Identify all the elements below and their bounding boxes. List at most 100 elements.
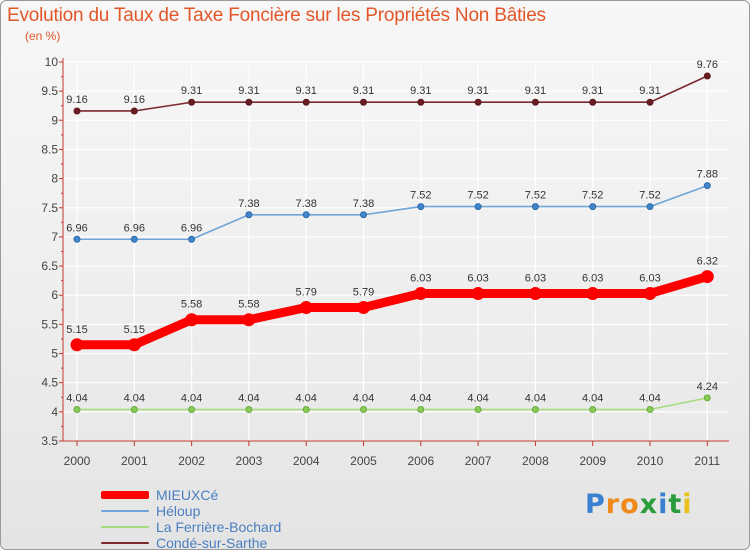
- y-tick-label: 6.5: [41, 259, 58, 273]
- x-tick-label: 2000: [64, 454, 91, 468]
- axis-layer: 3.5 4 4.5 5 5.5 6 6.5 7 7.5 8 8.5 9 9.5 10 2000 2001 200…: [41, 55, 729, 468]
- y-tick-label: 10: [45, 55, 59, 69]
- data-point: [589, 406, 597, 414]
- data-point: [302, 98, 310, 106]
- data-point: [414, 286, 428, 300]
- series-line-2: [76, 397, 709, 411]
- data-label: 5.15: [124, 324, 145, 336]
- y-tick-label: 8.5: [41, 142, 58, 156]
- unit-label: (en %): [25, 29, 61, 43]
- data-label: 7.38: [295, 198, 316, 210]
- chart-title: Evolution du Taux de Taxe Foncière sur l…: [7, 5, 546, 26]
- legend-swatch: [101, 526, 149, 528]
- data-label: 4.04: [124, 393, 145, 405]
- data-point: [245, 98, 253, 106]
- legend-label: Condé-sur-Sarthe: [156, 535, 268, 550]
- logo-letter: x: [639, 489, 659, 520]
- data-label: 9.31: [295, 85, 316, 97]
- data-point: [357, 300, 370, 314]
- data-point: [299, 300, 313, 314]
- x-tick-label: 2001: [121, 454, 148, 468]
- series-layer: [70, 72, 714, 414]
- data-label: 4.04: [181, 393, 202, 405]
- data-point: [188, 235, 196, 243]
- data-label: 4.04: [639, 393, 660, 405]
- data-point: [360, 98, 367, 106]
- data-label: 9.16: [66, 94, 87, 106]
- data-label: 5.79: [353, 286, 374, 298]
- data-label: 5.58: [238, 299, 259, 311]
- y-tick-label: 6: [51, 288, 58, 302]
- data-point: [646, 98, 654, 106]
- data-point: [188, 406, 196, 414]
- data-point: [703, 182, 711, 190]
- data-label: 5.15: [66, 324, 87, 336]
- data-label: 6.96: [66, 222, 87, 234]
- data-point: [185, 313, 199, 327]
- logo-letter: P: [585, 489, 606, 520]
- y-tick-label: 5: [51, 347, 58, 361]
- data-label: 7.52: [582, 190, 603, 202]
- legend-swatch: [101, 542, 149, 544]
- data-label: 4.04: [410, 393, 431, 405]
- series-line-1: [76, 184, 709, 241]
- y-tick-label: 4.5: [41, 376, 58, 390]
- x-tick-label: 2005: [350, 454, 377, 468]
- legend-label: MIEUXCé: [156, 487, 219, 503]
- data-point: [586, 286, 600, 300]
- data-label: 7.52: [639, 190, 660, 202]
- data-label: 7.52: [525, 190, 546, 202]
- data-label: 7.38: [353, 198, 374, 210]
- data-point: [360, 406, 367, 414]
- data-label: 9.31: [525, 85, 546, 97]
- data-label: 4.04: [467, 393, 488, 405]
- proxiti-logo: Proxiti: [585, 489, 693, 520]
- data-point: [703, 72, 711, 80]
- y-tick-label: 8: [51, 172, 58, 186]
- data-label: 9.31: [582, 85, 603, 97]
- data-point: [643, 286, 657, 300]
- legend-label: Héloup: [156, 503, 201, 519]
- data-label: 9.31: [467, 85, 488, 97]
- data-label: 9.31: [353, 85, 374, 97]
- data-point: [417, 406, 425, 414]
- data-point: [73, 107, 81, 115]
- data-point: [130, 107, 138, 115]
- x-tick-label: 2008: [522, 454, 549, 468]
- x-tick-label: 2004: [293, 454, 320, 468]
- data-point: [474, 98, 482, 106]
- data-point: [130, 406, 138, 414]
- logo-letter: i: [658, 489, 669, 520]
- data-point: [531, 406, 539, 414]
- data-label: 9.31: [410, 85, 431, 97]
- data-point: [589, 98, 597, 106]
- data-point: [700, 270, 714, 284]
- data-label: 6.96: [124, 222, 145, 234]
- data-point: [127, 338, 141, 352]
- data-point: [703, 394, 711, 402]
- data-point: [474, 203, 482, 211]
- x-tick-label: 2010: [637, 454, 664, 468]
- x-tick-label: 2009: [579, 454, 606, 468]
- data-label: 6.03: [582, 272, 603, 284]
- y-tick-label: 9: [51, 113, 58, 127]
- data-point: [130, 235, 138, 243]
- data-point: [245, 211, 253, 219]
- data-point: [70, 338, 84, 352]
- y-tick-label: 5.5: [41, 317, 58, 331]
- data-point: [302, 211, 310, 219]
- data-point: [531, 98, 539, 106]
- data-label: 5.79: [295, 286, 316, 298]
- data-label: 4.24: [697, 381, 718, 393]
- data-label: 7.52: [467, 190, 488, 202]
- data-point: [646, 203, 654, 211]
- y-tick-label: 7.5: [41, 201, 58, 215]
- data-point: [589, 203, 597, 211]
- data-label: 5.58: [181, 299, 202, 311]
- data-label: 4.04: [525, 393, 546, 405]
- data-point: [531, 203, 539, 211]
- y-tick-label: 3.5: [41, 434, 58, 448]
- data-label: 6.96: [181, 222, 202, 234]
